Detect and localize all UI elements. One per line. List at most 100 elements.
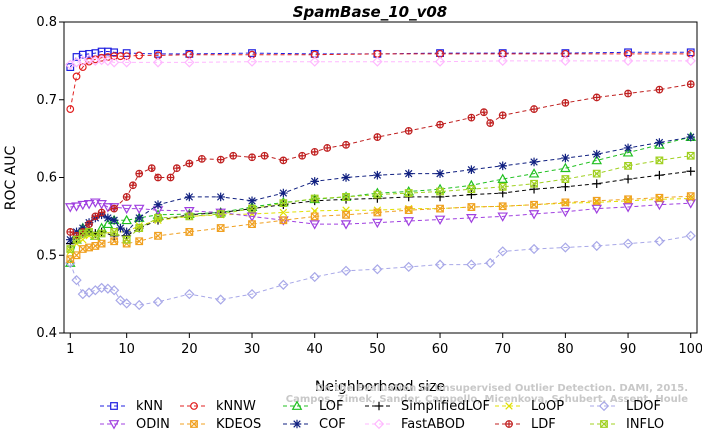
data-point-ldof [278, 279, 289, 290]
data-point-ldof [485, 257, 496, 269]
data-point-kdeos [185, 228, 194, 236]
data-point-ldf [129, 181, 137, 190]
data-point-knnw [122, 52, 131, 61]
series-layer [64, 47, 697, 311]
data-point-kdeos [373, 208, 382, 217]
data-point-fastabod [152, 57, 164, 68]
data-point-kdeos [342, 210, 350, 219]
legend-swatch-marker [373, 418, 385, 430]
data-point-simplifiedlof [435, 192, 445, 202]
legend-label: KDEOS [216, 417, 261, 432]
data-point-knnw [66, 105, 75, 113]
data-point-ldf [197, 155, 206, 163]
data-point-fastabod [309, 56, 320, 67]
data-point-odin [121, 204, 133, 215]
data-point-odin [309, 220, 321, 230]
data-point-kdeos [310, 212, 319, 221]
data-point-ldf [592, 93, 601, 102]
data-point-loop [279, 208, 288, 217]
data-point-simplifiedlof [686, 166, 696, 176]
data-point-cof [341, 173, 351, 182]
watermark-line-1: On the Evaluation of Unsupervised Outlie… [315, 383, 688, 394]
data-point-fastabod [497, 55, 508, 67]
data-point-ldf [172, 164, 181, 172]
watermark-line-2: Campos, Zimek, Sander, Campello, Micenko… [286, 394, 688, 405]
data-point-inflo [436, 187, 444, 196]
data-point-ldof [560, 242, 571, 253]
data-point-ldof [246, 288, 258, 300]
legend-label: FastABOD [401, 417, 465, 432]
data-point-knnw [78, 63, 87, 71]
legend-item-kdeos: KDEOS [180, 417, 261, 432]
x-axis: 1 10 20 30 40 50 60 70 80 90 100 [66, 333, 702, 357]
x-tick-label: 70 [494, 342, 511, 357]
data-point-ldf [154, 173, 162, 182]
data-point-ldof [340, 265, 352, 276]
data-point-odin [102, 203, 114, 213]
data-point-kdeos [624, 195, 632, 204]
legend-swatch-marker [190, 402, 198, 410]
data-point-simplifiedlof [655, 170, 664, 180]
data-point-inflo [110, 228, 119, 236]
data-point-inflo [97, 229, 106, 238]
legend-label: SimplifiedLOF [401, 399, 490, 414]
data-point-kdeos [91, 242, 100, 250]
legend-label: LDF [531, 417, 556, 432]
data-point-cof [561, 153, 570, 163]
data-point-kdeos [135, 237, 144, 246]
data-point-kdeos [467, 203, 476, 211]
data-point-ldf [655, 85, 664, 94]
data-point-inflo [135, 224, 144, 232]
series-cof [65, 132, 696, 244]
data-point-odin [434, 215, 446, 226]
data-point-inflo [467, 185, 476, 194]
data-point-simplifiedlof [592, 179, 602, 189]
data-point-inflo [373, 190, 382, 199]
data-point-inflo [592, 169, 601, 178]
series-line-loop [69, 198, 691, 252]
data-point-inflo [91, 231, 100, 240]
data-point-fastabod [372, 56, 383, 67]
data-point-ldf [91, 212, 100, 221]
legend-item-cof: COF [283, 417, 346, 432]
data-point-odin [90, 198, 101, 208]
data-point-odin [466, 214, 477, 224]
data-point-odin [497, 212, 509, 222]
data-point-ldof [466, 259, 477, 270]
data-point-ldf [436, 120, 444, 129]
data-point-odin [108, 203, 120, 213]
data-point-odin [133, 204, 145, 215]
data-point-kdeos [498, 202, 507, 211]
data-point-kdeos [279, 216, 288, 225]
data-point-cof [109, 215, 119, 225]
chart-title: SpamBase_10_v08 [293, 3, 447, 21]
data-point-cof [623, 143, 633, 153]
data-point-ldof [115, 295, 126, 306]
x-tick-label: 1 [66, 342, 74, 357]
data-point-odin [71, 202, 82, 212]
data-point-odin [77, 200, 89, 211]
data-point-cof [498, 161, 508, 171]
data-point-fastabod [685, 55, 696, 67]
data-point-fastabod [96, 54, 107, 66]
data-point-cof [686, 132, 696, 142]
series-inflo [66, 151, 695, 253]
data-point-simplifiedlof [561, 182, 570, 192]
data-point-lof [560, 162, 571, 173]
legend-swatch-marker [291, 400, 303, 410]
data-point-inflo [624, 161, 632, 170]
data-point-ldof [309, 271, 320, 283]
data-point-cof [592, 149, 602, 159]
data-point-loop [135, 221, 143, 230]
data-point-ldf [122, 193, 131, 201]
data-point-ldf [486, 119, 495, 127]
legend-item-odin: ODIN [100, 417, 170, 432]
data-point-ldf [624, 89, 632, 98]
data-point-ldf [97, 208, 106, 217]
data-point-inflo [154, 214, 162, 222]
legend-item-ldf: LDF [495, 417, 556, 432]
data-point-inflo [78, 229, 87, 238]
data-point-knnw [72, 72, 81, 81]
data-point-fastabod [108, 57, 120, 68]
y-tick-label: 0.8 [36, 15, 57, 30]
